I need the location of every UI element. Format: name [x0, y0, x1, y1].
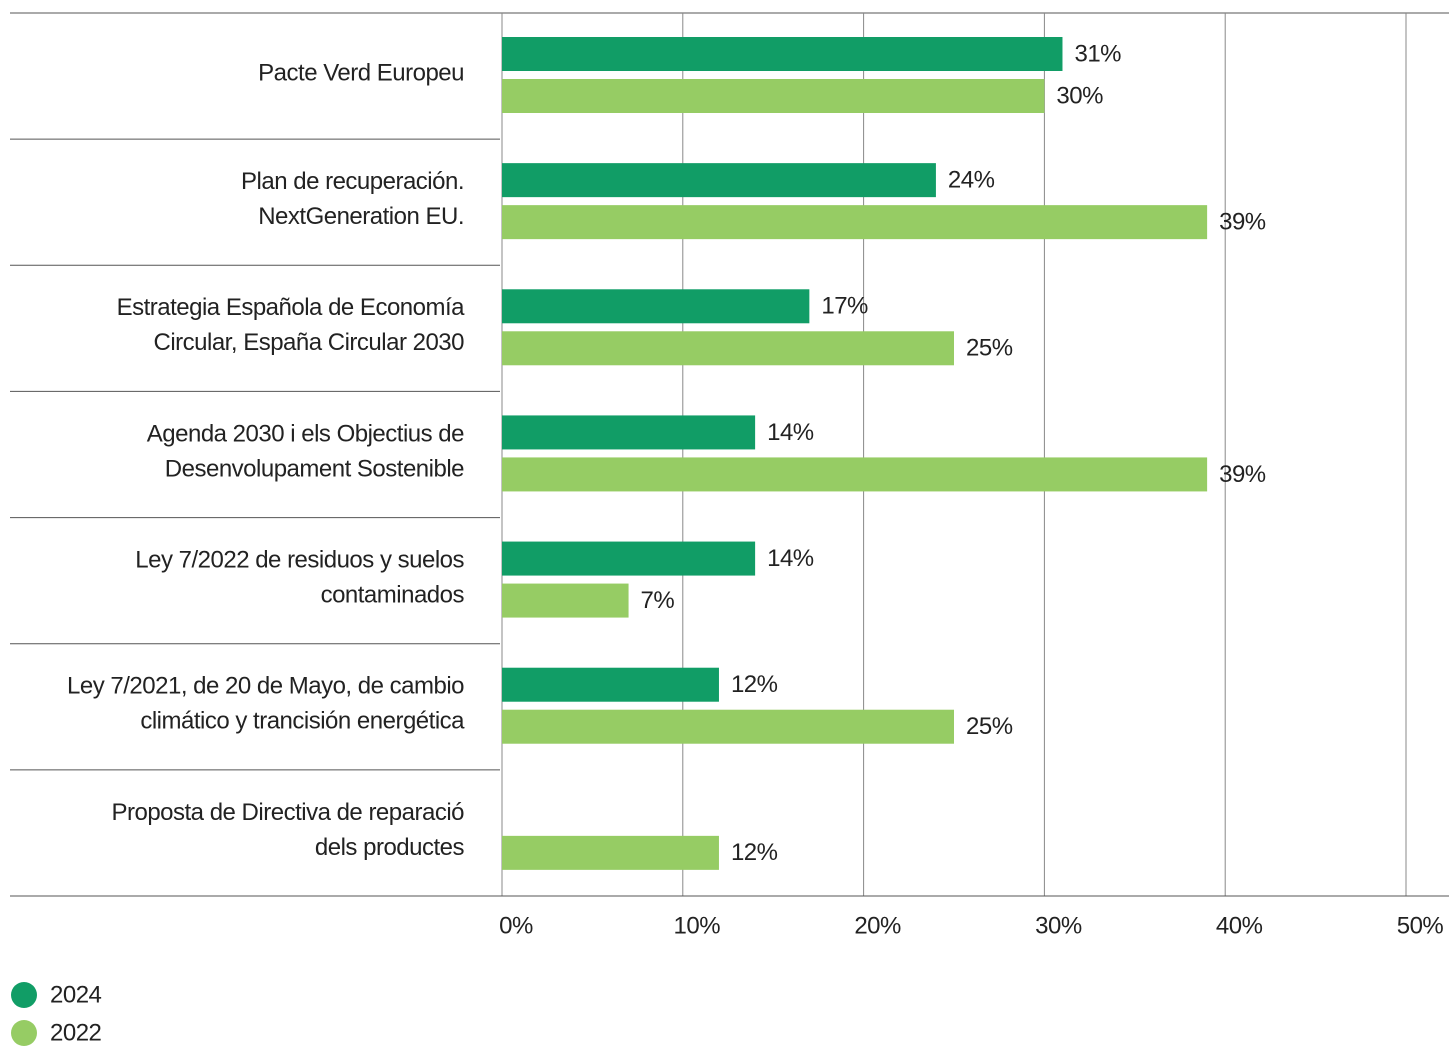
- bar: [502, 79, 1045, 113]
- category-label: Agenda 2030 i els Objectius de: [147, 420, 464, 447]
- value-label: 14%: [767, 545, 814, 572]
- bar: [502, 667, 719, 702]
- bar: [502, 331, 954, 366]
- value-label: 39%: [1219, 461, 1266, 488]
- category-label: contaminados: [321, 581, 465, 608]
- bar: [502, 835, 719, 870]
- bar: [502, 205, 1208, 240]
- category-label: Pacte Verd Europeu: [258, 59, 464, 86]
- legend-swatch: [11, 982, 37, 1008]
- value-label: 25%: [966, 335, 1013, 362]
- value-label: 12%: [731, 839, 778, 866]
- x-tick-label: 40%: [1216, 912, 1263, 939]
- bar: [502, 541, 756, 576]
- category-label: Proposta de Directiva de reparació: [111, 799, 464, 826]
- value-label: 12%: [731, 671, 778, 698]
- legend-label: 2022: [50, 1019, 102, 1046]
- bar: [502, 289, 810, 324]
- x-tick-label: 30%: [1035, 912, 1082, 939]
- value-label: 30%: [1056, 82, 1103, 109]
- value-label: 39%: [1219, 208, 1266, 235]
- bar: [502, 457, 1208, 492]
- value-label: 14%: [767, 419, 814, 446]
- category-label: Plan de recuperación.: [241, 168, 464, 195]
- x-tick-label: 10%: [674, 912, 721, 939]
- category-label: dels productes: [315, 834, 465, 861]
- category-label: climático y trancisión energética: [140, 708, 465, 735]
- category-label: Desenvolupament Sostenible: [165, 455, 464, 482]
- category-label: NextGeneration EU.: [258, 203, 464, 230]
- value-label: 31%: [1074, 40, 1121, 67]
- x-tick-label: 20%: [854, 912, 901, 939]
- value-label: 17%: [821, 293, 868, 320]
- category-label: Ley 7/2021, de 20 de Mayo, de cambio: [67, 673, 464, 700]
- bar: [502, 415, 756, 450]
- bar: [502, 709, 954, 744]
- category-label: Circular, España Circular 2030: [154, 329, 465, 356]
- category-label: Estrategia Española de Economía: [117, 294, 466, 321]
- value-label: 24%: [948, 166, 995, 193]
- value-label: 7%: [641, 587, 675, 614]
- x-tick-label: 0%: [499, 912, 533, 939]
- legend-label: 2024: [50, 981, 102, 1008]
- category-label: Ley 7/2022 de residuos y suelos: [135, 546, 464, 573]
- legend-swatch: [11, 1020, 37, 1046]
- bar: [502, 163, 936, 198]
- bar: [502, 37, 1063, 71]
- value-label: 25%: [966, 713, 1013, 740]
- x-tick-label: 50%: [1397, 912, 1444, 939]
- bar: [502, 583, 629, 618]
